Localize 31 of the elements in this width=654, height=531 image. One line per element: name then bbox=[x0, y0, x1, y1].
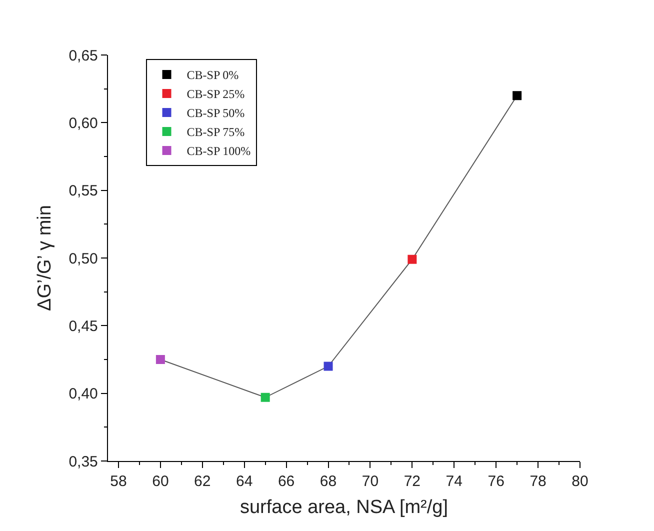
y-tick-label: 0,40 bbox=[68, 386, 98, 403]
x-tick-label: 74 bbox=[446, 473, 462, 490]
x-tick-label: 76 bbox=[488, 473, 504, 490]
legend-label: CB-SP 50% bbox=[186, 106, 245, 120]
y-tick-label: 0,35 bbox=[68, 453, 98, 470]
legend-label: CB-SP 0% bbox=[186, 68, 239, 82]
y-tick-label: 0,60 bbox=[68, 114, 98, 132]
point bbox=[156, 355, 165, 364]
y-tick-label: 0,50 bbox=[68, 250, 98, 268]
x-tick-label: 64 bbox=[236, 473, 253, 490]
x-tick-label: 78 bbox=[530, 473, 546, 490]
x-tick-label: 72 bbox=[404, 473, 421, 490]
x-tick-label: 62 bbox=[194, 473, 211, 490]
y-tick-label: 0,45 bbox=[68, 318, 98, 335]
x-tick-label: 58 bbox=[110, 473, 127, 490]
point bbox=[512, 91, 522, 100]
point bbox=[408, 254, 417, 264]
y-tick-label: 0,65 bbox=[68, 47, 98, 64]
legend-label: CB-SP 75% bbox=[186, 125, 245, 140]
x-tick-label: 80 bbox=[572, 473, 588, 490]
legend-label: CB-SP 25% bbox=[186, 87, 245, 102]
legend-label: CB-SP 100% bbox=[186, 144, 251, 158]
x-tick-label: 60 bbox=[152, 473, 169, 490]
point bbox=[324, 362, 333, 371]
x-tick-label: 68 bbox=[320, 473, 337, 490]
x-axis-title: surface area, NSA [m²/g] bbox=[240, 496, 448, 518]
x-tick-label: 70 bbox=[362, 473, 379, 490]
y-tick-label: 0,55 bbox=[68, 182, 98, 200]
point bbox=[260, 392, 270, 402]
y-axis-title: ΔG’/G’ γ min bbox=[34, 205, 56, 311]
x-tick-label: 66 bbox=[278, 473, 295, 490]
